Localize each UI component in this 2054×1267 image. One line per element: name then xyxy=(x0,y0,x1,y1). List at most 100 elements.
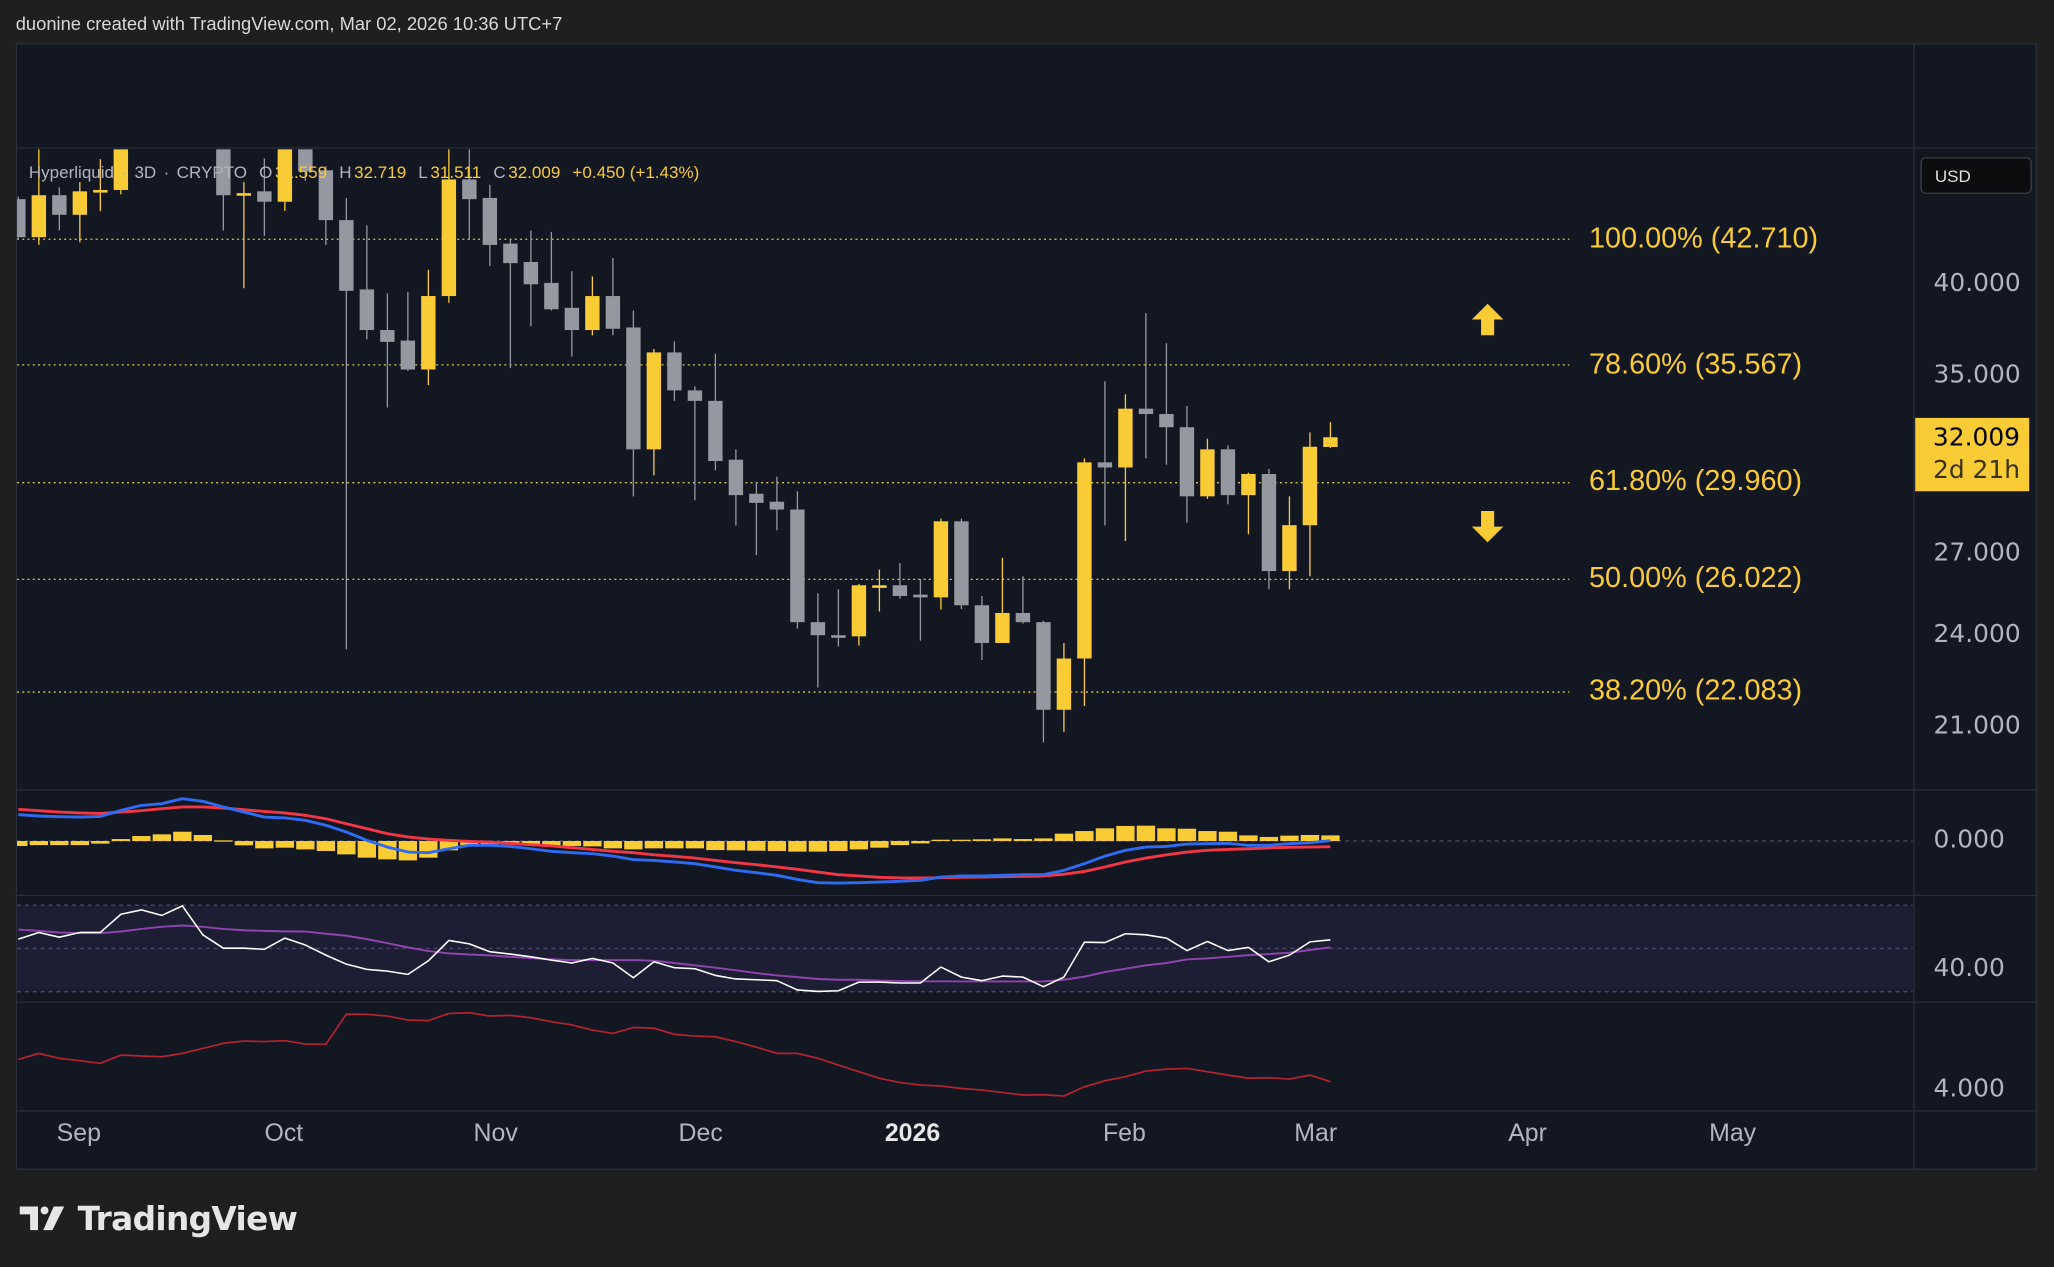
macd-histogram-bar xyxy=(1116,825,1135,842)
candle-body xyxy=(318,170,334,221)
candle xyxy=(544,231,559,311)
candle-body xyxy=(523,261,539,285)
candle-body xyxy=(933,521,949,598)
candle xyxy=(359,225,375,340)
macd-histogram-bar xyxy=(829,841,848,851)
tradingview-logo-icon xyxy=(19,1206,65,1231)
candle-body xyxy=(1220,449,1236,496)
legend-close-value: 32.009 xyxy=(508,162,561,183)
candle-body xyxy=(954,521,969,606)
candle xyxy=(1138,313,1154,459)
macd-histogram-bar xyxy=(911,841,930,844)
legend-open-value: 31.559 xyxy=(274,162,328,183)
macd-axis-label: 0.000 xyxy=(1933,825,2005,855)
candle xyxy=(605,258,621,336)
candle xyxy=(72,182,88,243)
lower-axis-label: 4.000 xyxy=(1933,1074,2005,1104)
legend-low-value: 31.511 xyxy=(430,162,482,183)
time-axis-tick: 2026 xyxy=(884,1120,941,1148)
macd-histogram-bar xyxy=(50,841,69,846)
macd-histogram-bar xyxy=(460,841,479,846)
candle xyxy=(257,158,272,236)
macd-histogram-bar xyxy=(17,841,28,846)
macd-histogram-bar xyxy=(1300,834,1320,842)
symbol-legend[interactable]: Hyperliquid · 3D · CRYPTO O 31.559 H 32.71… xyxy=(29,162,702,182)
candle xyxy=(667,341,682,401)
rsi-pane xyxy=(18,905,1331,993)
macd-histogram-bar xyxy=(1198,831,1217,842)
time-axis-tick: Feb xyxy=(1102,1120,1146,1148)
macd-histogram-bar xyxy=(255,841,274,849)
macd-histogram-bar xyxy=(542,841,561,846)
tradingview-logo[interactable]: TradingView xyxy=(19,1200,298,1238)
last-price: 32.009 xyxy=(1932,423,2021,452)
candle-body xyxy=(339,220,354,291)
candle-body xyxy=(257,191,272,202)
macd-histogram-bar xyxy=(603,841,623,849)
candle-body xyxy=(421,296,436,370)
arrow-down-icon xyxy=(1471,510,1504,543)
macd-histogram-bar xyxy=(726,841,746,851)
fib-level-label: 78.60% (35.567) xyxy=(1589,346,1803,380)
candle-body xyxy=(974,605,990,643)
candle xyxy=(1220,445,1236,505)
legend-open-label: O xyxy=(259,162,273,183)
candle-body xyxy=(216,149,231,196)
last-price-tag: 32.009 2d 21h xyxy=(1915,417,2030,492)
macd-histogram-bar xyxy=(1136,825,1156,842)
time-axis-tick: Dec xyxy=(678,1120,723,1148)
rsi-axis-label: 40.00 xyxy=(1933,953,2005,983)
candle-body xyxy=(831,635,846,638)
candle-body xyxy=(1179,427,1195,497)
macd-histogram-bar xyxy=(644,841,664,849)
candle xyxy=(974,596,990,660)
price-axis-tick: 35.000 xyxy=(1933,360,2021,390)
candle xyxy=(503,239,518,369)
candle-body xyxy=(482,197,498,245)
candle-body xyxy=(1282,525,1297,572)
candle xyxy=(441,149,457,303)
macd-histogram-bar xyxy=(1095,828,1115,842)
arrow-up-icon xyxy=(1471,303,1504,336)
macd-histogram-bar xyxy=(296,841,315,850)
currency-button[interactable]: USD xyxy=(1920,157,2032,194)
candle-body xyxy=(1118,408,1133,468)
macd-histogram-bar xyxy=(1259,836,1279,842)
candle xyxy=(17,196,26,240)
candle xyxy=(52,187,67,231)
arrow-markers xyxy=(1471,303,1504,543)
macd-histogram-bar xyxy=(767,841,787,851)
candle-body xyxy=(851,585,867,637)
candle xyxy=(708,353,723,471)
macd-histogram-bar xyxy=(870,841,889,848)
candle xyxy=(113,149,129,195)
legend-exchange: CRYPTO xyxy=(176,162,248,183)
candle-body xyxy=(687,390,703,401)
candle-body xyxy=(1077,462,1092,659)
candle xyxy=(913,578,928,641)
candle-body xyxy=(913,594,928,598)
candle xyxy=(236,182,252,289)
macd-histogram-bar xyxy=(337,841,356,855)
candle xyxy=(790,491,805,629)
candle xyxy=(482,184,498,266)
candle-body xyxy=(995,612,1010,643)
candle-body xyxy=(1261,474,1277,572)
candle-body xyxy=(1302,446,1318,526)
candle-body xyxy=(1036,622,1051,710)
candle-body xyxy=(626,327,641,450)
candle-body xyxy=(790,509,805,623)
candle xyxy=(216,149,231,231)
candle-body xyxy=(1138,408,1154,415)
time-axis-tick: Oct xyxy=(264,1120,304,1148)
fibonacci-retracement[interactable] xyxy=(17,238,1570,693)
fib-level-label: 61.80% (29.960) xyxy=(1589,464,1803,498)
candle-body xyxy=(544,282,559,310)
candle xyxy=(933,518,949,610)
time-axis-tick: Apr xyxy=(1508,1120,1547,1148)
macd-histogram-bar xyxy=(152,834,172,842)
macd-histogram-bar xyxy=(788,841,807,852)
macd-line xyxy=(18,797,1331,885)
